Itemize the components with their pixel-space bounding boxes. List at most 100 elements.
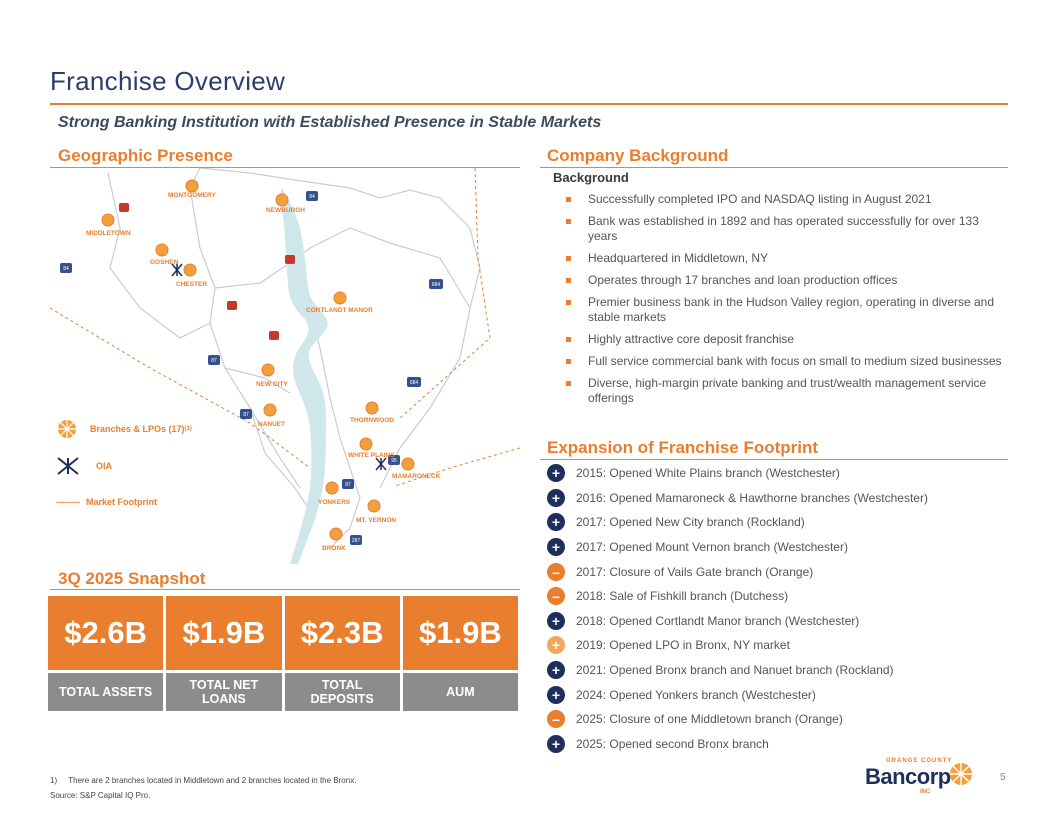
geographic-heading: Geographic Presence: [58, 146, 233, 165]
sun-icon: [950, 763, 972, 785]
svg-text:95: 95: [391, 458, 397, 464]
tile-label: AUM: [402, 673, 518, 711]
expansion-item: –2017: Closure of Vails Gate branch (Ora…: [547, 559, 1007, 584]
oia-icon: [57, 457, 79, 475]
tile-label: TOTAL NET LOANS: [166, 673, 282, 711]
plus-icon: +: [547, 636, 565, 655]
svg-text:87: 87: [211, 358, 217, 364]
expansion-item: +2019: Opened LPO in Bronx, NY market: [547, 633, 1007, 658]
minus-icon: –: [547, 587, 565, 606]
expansion-item-text: 2016: Opened Mamaroneck & Hawthorne bran…: [576, 490, 928, 505]
list-item: Headquartered in Middletown, NY: [566, 251, 1002, 266]
expansion-item-text: 2015: Opened White Plains branch (Westch…: [576, 466, 840, 481]
expansion-item-text: 2017: Opened New City branch (Rockland): [576, 515, 805, 530]
bullet-icon: [566, 300, 571, 305]
bullet-icon: [566, 359, 571, 364]
hudson-river: [280, 188, 328, 564]
svg-text:BRONX: BRONX: [322, 545, 346, 552]
list-item: Highly attractive core deposit franchise: [566, 332, 1002, 347]
bullet-icon: [566, 381, 571, 386]
expansion-item-text: 2018: Sale of Fishkill branch (Dutchess): [576, 589, 789, 604]
expansion-item: +2016: Opened Mamaroneck & Hawthorne bra…: [547, 486, 1007, 511]
plus-icon: +: [547, 538, 565, 557]
tile-label: TOTAL DEPOSITS: [284, 673, 400, 711]
tile-value: $2.3B: [284, 596, 400, 670]
expansion-item-text: 2025: Opened second Bronx branch: [576, 736, 769, 751]
legend-oia: OIA: [56, 456, 112, 476]
page-subtitle: Strong Banking Institution with Establis…: [58, 114, 602, 131]
legend-footprint-dashes: --------: [56, 497, 80, 507]
tile-value: $1.9B: [166, 596, 282, 670]
place-labels: MONTGOMERY NEWBURGH MIDDLETOWN GOSHEN CH…: [86, 192, 441, 552]
title-divider: [50, 103, 1008, 105]
market-footprint-line: [49, 167, 521, 487]
tile-value: $1.9B: [402, 596, 518, 670]
expansion-item-text: 2017: Opened Mount Vernon branch (Westch…: [576, 540, 848, 555]
svg-text:NEW CITY: NEW CITY: [256, 381, 288, 388]
svg-text:87: 87: [243, 412, 249, 418]
legend-footnote-ref: (1): [184, 426, 192, 432]
sun-icon: [58, 420, 76, 438]
legend-branches: Branches & LPOs (17) (1): [56, 418, 192, 440]
oia-markers: [171, 263, 387, 471]
geographic-divider: [50, 167, 520, 168]
svg-text:84: 84: [309, 194, 315, 200]
legend-branches-label: Branches & LPOs (17): [90, 424, 185, 434]
expansion-item-text: 2017: Closure of Vails Gate branch (Oran…: [576, 564, 814, 579]
svg-text:287: 287: [352, 538, 361, 544]
svg-text:THORNWOOD: THORNWOOD: [350, 417, 394, 424]
expansion-item: –2018: Sale of Fishkill branch (Dutchess…: [547, 584, 1007, 609]
logo-top-text: ORANGE COUNTY: [886, 758, 953, 764]
bullet-icon: [566, 278, 571, 283]
svg-text:84: 84: [63, 266, 69, 272]
page-title: Franchise Overview: [50, 66, 286, 96]
expansion-item: +2017: Opened New City branch (Rockland): [547, 510, 1007, 535]
expansion-item: +2024: Opened Yonkers branch (Westcheste…: [547, 682, 1007, 707]
bullet-icon: [566, 219, 571, 224]
bullet-icon: [566, 256, 571, 261]
background-divider: [540, 167, 1008, 168]
svg-text:NEWBURGH: NEWBURGH: [266, 207, 305, 214]
plus-icon: +: [547, 488, 565, 507]
bullet-icon: [566, 197, 571, 202]
plus-icon: +: [547, 513, 565, 532]
company-logo: ORANGE COUNTY Bancorp INC: [862, 758, 977, 798]
expansion-item: +2017: Opened Mount Vernon branch (Westc…: [547, 535, 1007, 560]
background-heading: Company Background: [547, 146, 729, 165]
plus-icon: +: [547, 661, 565, 680]
expansion-item: +2025: Opened second Bronx branch: [547, 732, 1007, 757]
logo-inc: INC: [920, 789, 931, 795]
list-item: Diverse, high-margin private banking and…: [566, 376, 1002, 406]
minus-icon: –: [547, 710, 565, 729]
expansion-item-text: 2024: Opened Yonkers branch (Westchester…: [576, 687, 816, 702]
svg-text:87: 87: [345, 482, 351, 488]
tile-value: $2.6B: [48, 596, 164, 670]
tile-label: TOTAL ASSETS: [48, 673, 164, 711]
legend-footprint-label: Market Footprint: [85, 497, 157, 507]
background-subheading: Background: [553, 170, 629, 185]
legend-footprint: -------- Market Footprint: [56, 497, 157, 507]
expansion-item: +2021: Opened Bronx branch and Nanuet br…: [547, 658, 1007, 683]
plus-icon: +: [547, 611, 565, 630]
list-item: Premier business bank in the Hudson Vall…: [566, 295, 1002, 325]
expansion-item-text: 2021: Opened Bronx branch and Nanuet bra…: [576, 663, 894, 678]
svg-text:684: 684: [410, 380, 419, 386]
plus-icon: +: [547, 734, 565, 753]
plus-icon: +: [547, 685, 565, 704]
logo-wordmark: Bancorp: [865, 764, 951, 789]
plus-icon: +: [547, 464, 565, 483]
highway-shields: 84 84 87 87 87 684 684 95 287: [60, 191, 443, 545]
svg-text:MT. VERNON: MT. VERNON: [356, 517, 396, 524]
svg-text:CORTLANDT MANOR: CORTLANDT MANOR: [306, 307, 373, 314]
snapshot-tile-deposits: $2.3B TOTAL DEPOSITS: [284, 596, 400, 711]
svg-text:684: 684: [432, 282, 441, 288]
list-item: Full service commercial bank with focus …: [566, 354, 1002, 369]
snapshot-tile-aum: $1.9B AUM: [402, 596, 518, 711]
list-item: Bank was established in 1892 and has ope…: [566, 214, 1002, 244]
snapshot-heading: 3Q 2025 Snapshot: [58, 569, 206, 588]
page-number: 5: [1000, 772, 1006, 783]
list-item: Operates through 17 branches and loan pr…: [566, 273, 1002, 288]
svg-text:MIDDLETOWN: MIDDLETOWN: [86, 230, 131, 237]
svg-text:NANUET: NANUET: [258, 421, 285, 428]
snapshot-tiles: $2.6B TOTAL ASSETS $1.9B TOTAL NET LOANS…: [48, 596, 518, 711]
